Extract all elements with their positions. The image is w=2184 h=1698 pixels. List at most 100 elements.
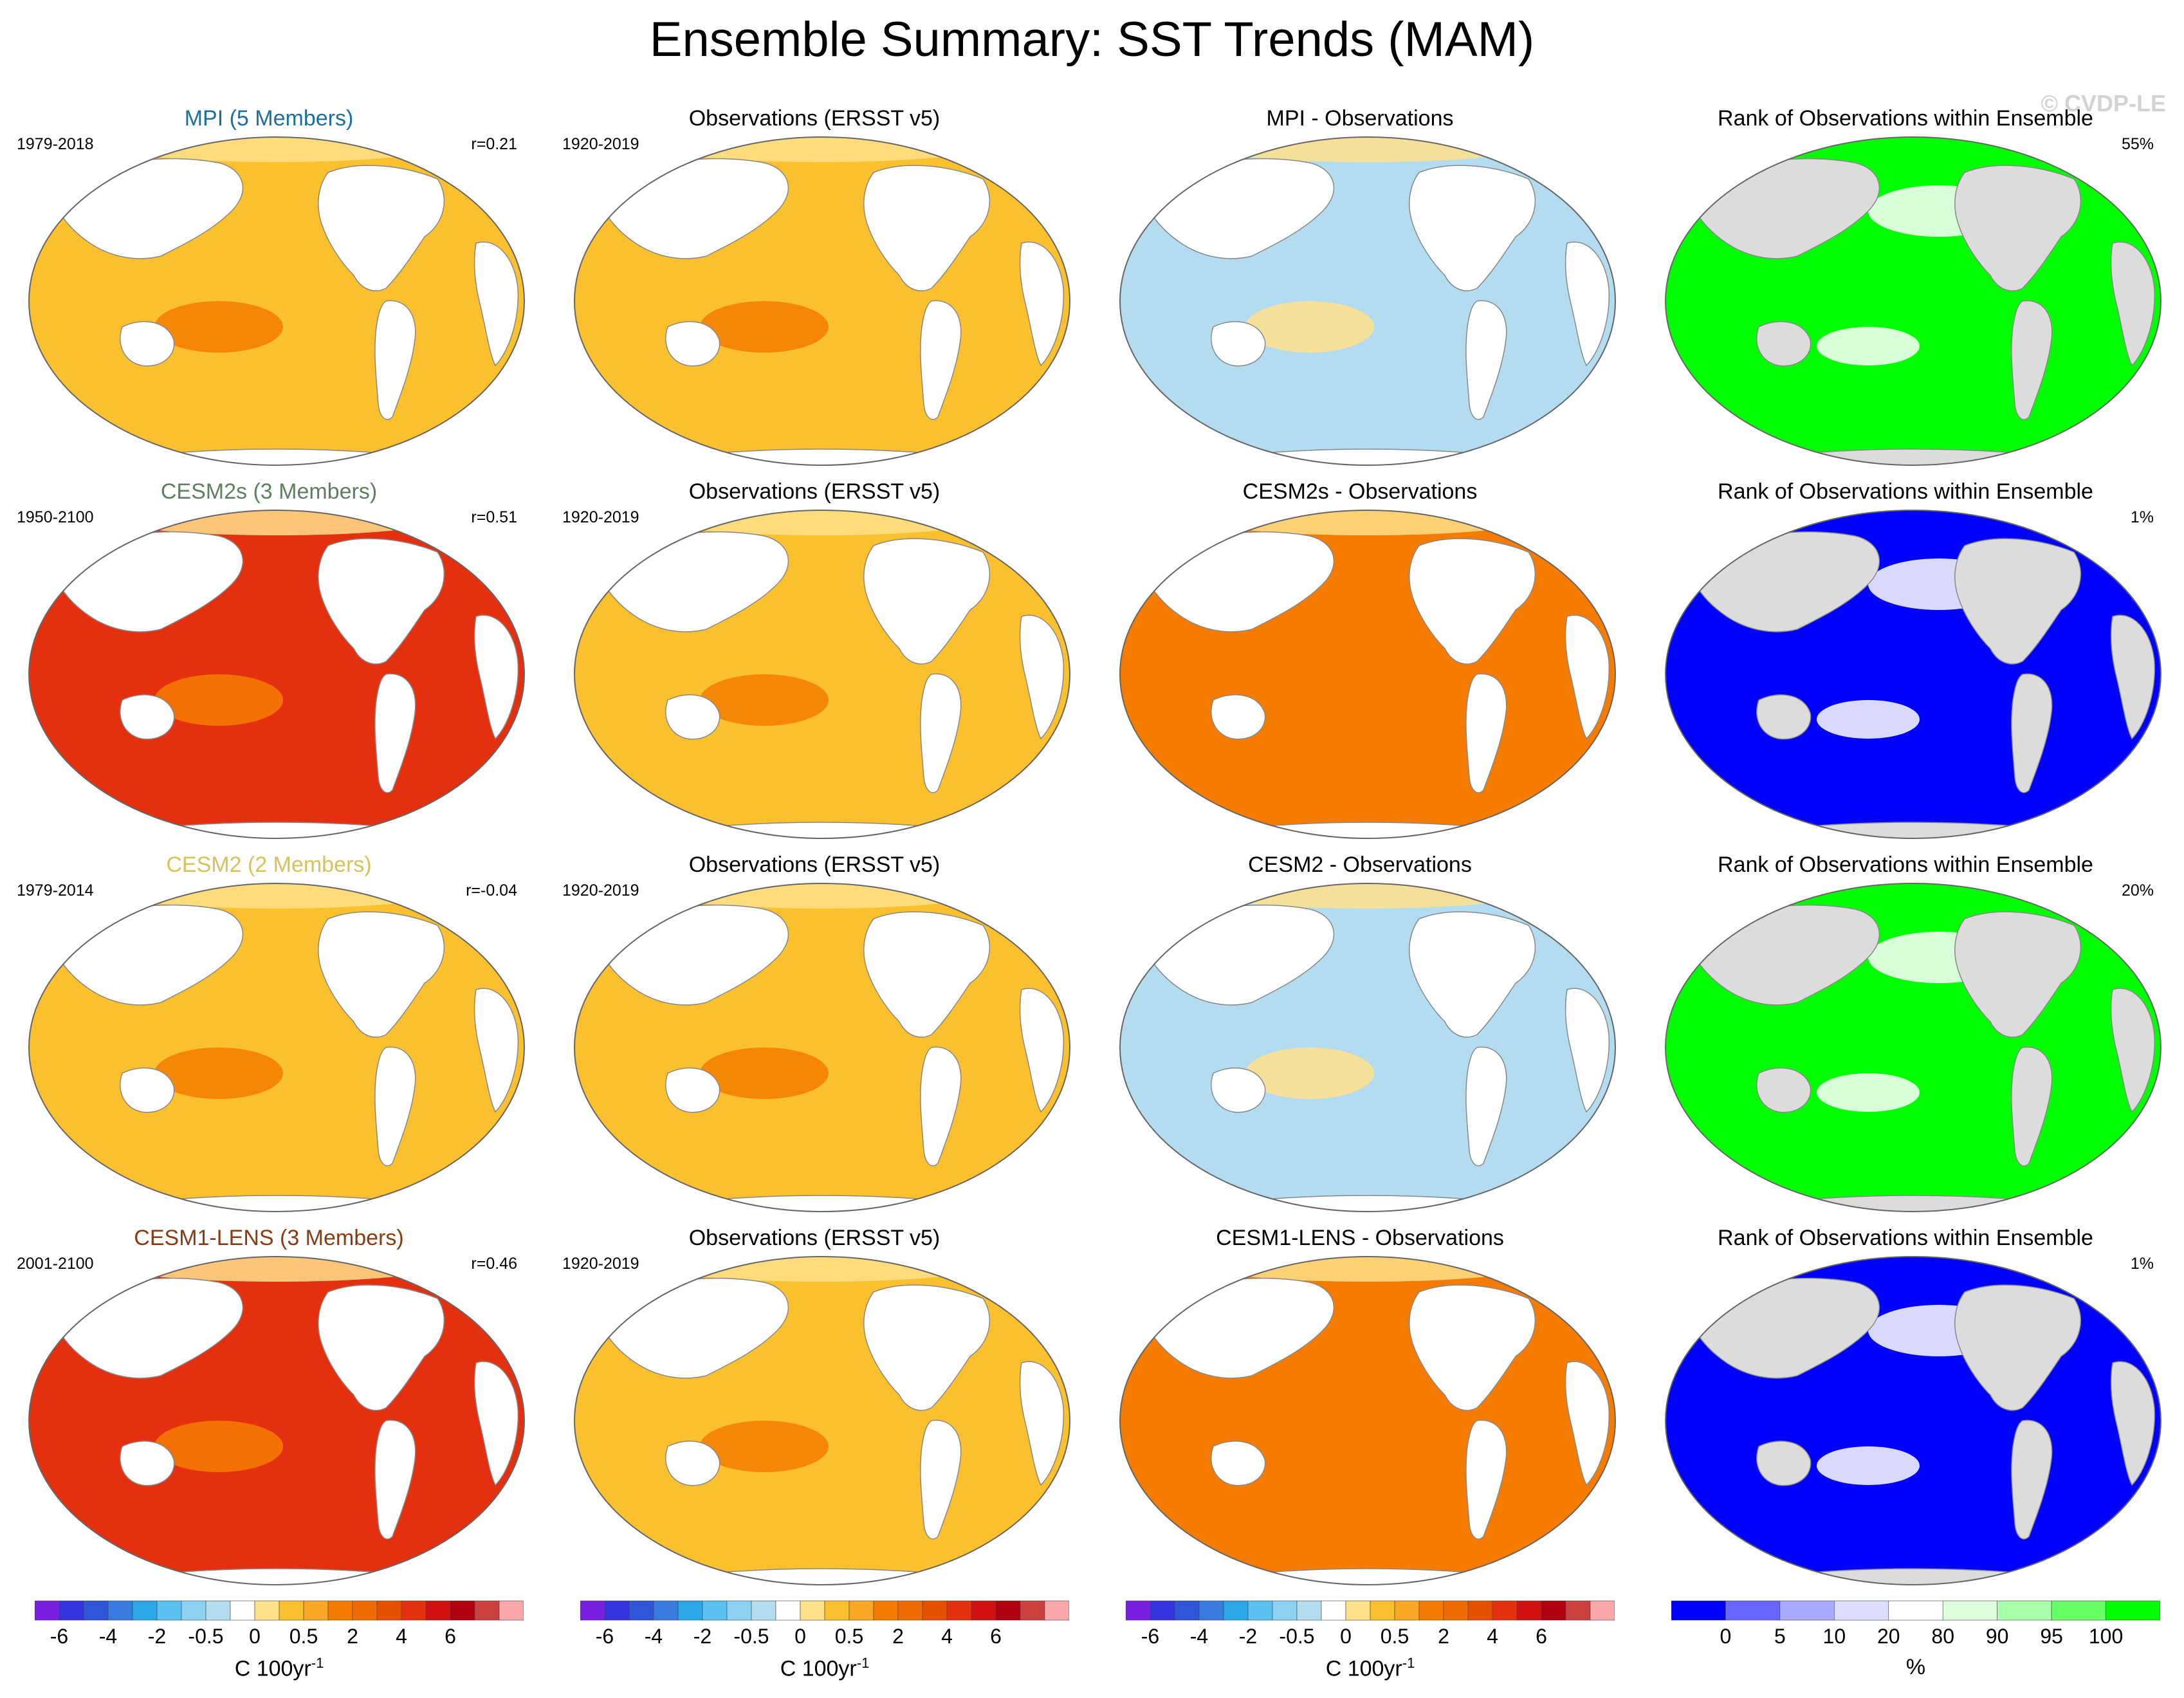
pattern-correlation-label: r=-0.04 [466,881,517,900]
rank-percent-label: 55% [2121,135,2154,153]
anomaly-region [700,301,829,353]
colorbar-tick-label: 0 [1720,1625,1732,1648]
colorbar-swatch [629,1600,654,1621]
panel-title: CESM2s - Observations [1242,479,1478,504]
australia-land [1756,1441,1812,1486]
panel-obs-row1: Observations (ERSST v5) 1920-2019 [557,97,1072,470]
australia-land [1211,1441,1266,1486]
colorbar-swatch [971,1600,996,1621]
antarctica-land [1752,1195,2075,1212]
colorbar-swatch [1725,1600,1781,1621]
anomaly-region [122,883,431,909]
colorbar-tick-label: 90 [1986,1625,2009,1648]
africa-land [1565,1361,1610,1486]
robinson-map [1665,136,2161,466]
colorbar-swatch [107,1600,133,1621]
north-america-land [1409,1284,1536,1411]
panel-model-row2: CESM2s (3 Members) 1950-2100 r=0.51 [12,470,526,843]
antarctica-land [1206,1195,1529,1212]
period-label: 1979-2014 [17,881,94,900]
north-america-land [1954,911,2082,1038]
colorbar-tick-label: -4 [99,1625,117,1648]
period-label: 1920-2019 [562,881,639,900]
africa-land [1565,988,1610,1113]
ocean-field [29,137,524,465]
robinson-map [574,883,1070,1212]
colorbar-swatch [1834,1600,1889,1621]
south-america-land [920,1419,962,1540]
colorbar-tick-label: 0 [794,1625,806,1648]
africa-land [473,1361,519,1486]
colorbar-tick-label: 20 [1877,1625,1900,1648]
africa-land [2110,241,2156,367]
australia-land [1211,694,1266,740]
ocean-field [29,1257,524,1585]
robinson-map [28,136,525,466]
south-america-land [2011,1419,2053,1540]
panel-model-row1: MPI (5 Members) 1979-2018 r=0.21 [12,97,526,470]
colorbar-swatch [873,1600,899,1621]
sst-colorbar-obs: -6 -4 -2 -0.5 0 0.5 2 4 6 C 100yr-1 [580,1598,1069,1695]
africa-land [1019,614,1065,740]
rank-colorbar: 0 5 10 20 80 90 95 100% [1671,1598,2160,1695]
robinson-map [28,510,525,839]
anomaly-region [668,510,977,535]
colorbar-swatch [1020,1600,1045,1621]
africa-land [2110,1361,2156,1486]
colorbar-tick-label: -2 [1239,1625,1257,1648]
ocean-field [1666,510,2161,838]
colorbar-tick-label: 6 [445,1625,456,1648]
colorbar-swatch [1516,1600,1542,1621]
colorbar-swatch [1565,1600,1591,1621]
australia-land [665,694,720,740]
south-america-land [2011,1046,2053,1167]
panel-title: CESM1-LENS - Observations [1216,1226,1504,1250]
colorbar-tick-label: -6 [1141,1625,1159,1648]
panel-title: CESM2 (2 Members) [166,853,372,877]
colorbar-swatch [1174,1600,1200,1621]
africa-land [1019,1361,1065,1486]
anomaly-region [1213,883,1522,909]
australia-land [1756,1067,1812,1113]
south-america-land [1465,300,1507,420]
colorbar-swatch [995,1600,1021,1621]
colorbar-swatch [1247,1600,1273,1621]
colorbar-swatch [2106,1600,2160,1621]
colorbar-swatch [303,1600,329,1621]
colorbar-swatch [1394,1600,1420,1621]
robinson-map [574,1256,1070,1585]
ocean-field [29,883,524,1212]
colorbar-tick-label: -0.5 [1279,1625,1314,1648]
africa-land [2110,614,2156,740]
colorbar-swatch [1272,1600,1298,1621]
anomaly-region [700,1421,829,1472]
colorbar-swatch [653,1600,679,1621]
ocean-field [1120,510,1615,838]
pattern-correlation-label: r=0.21 [471,135,517,153]
robinson-map [1665,510,2161,839]
north-america-land [318,165,445,291]
north-america-land [1409,911,1536,1038]
map-border [574,1256,1070,1585]
colorbar-swatch [1997,1600,2052,1621]
colorbar-swatch [1779,1600,1835,1621]
colorbar-tick-label: 2 [1438,1625,1449,1648]
colorbar-swatch [352,1600,378,1621]
panel-title: Rank of Observations within Ensemble [1718,1226,2093,1250]
colorbar-swatch [1541,1600,1566,1621]
pattern-correlation-label: r=0.46 [471,1255,517,1273]
period-label: 1920-2019 [562,508,639,526]
colorbar-swatch [580,1600,605,1621]
colorbar-tick-label: -4 [645,1625,663,1648]
australia-land [1756,321,1812,367]
colorbar-swatch [897,1600,923,1621]
robinson-map [1665,883,2161,1212]
map-border [574,136,1070,466]
south-america-land [920,300,962,420]
anomaly-region [122,510,431,535]
colorbar-swatch [181,1600,206,1621]
colorbar-tick-label: 0.5 [289,1625,318,1648]
south-america-land [1465,1419,1507,1540]
robinson-map [1119,883,1616,1212]
south-america-land [374,673,416,793]
